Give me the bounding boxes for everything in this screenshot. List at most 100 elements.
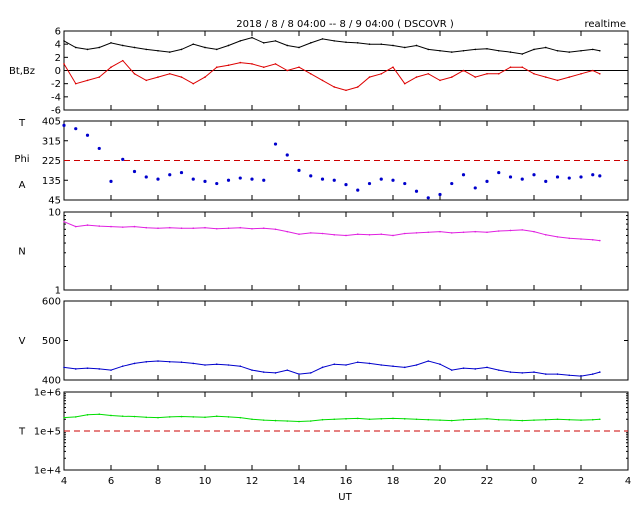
data-point: [414, 189, 419, 193]
series-line: [63, 59, 601, 91]
y-axis-label: A: [19, 180, 26, 191]
data-point: [403, 46, 406, 49]
data-point: [145, 226, 148, 229]
data-point: [439, 363, 441, 366]
data-point: [533, 371, 535, 373]
data-point: [544, 76, 547, 78]
data-point: [273, 142, 278, 146]
data-point: [368, 43, 371, 45]
data-point: [321, 366, 324, 369]
data-point: [121, 157, 125, 162]
data-point: [63, 220, 65, 223]
data-point: [497, 230, 500, 232]
data-point: [227, 227, 230, 229]
data-point: [368, 76, 371, 78]
data-point: [274, 40, 277, 42]
data-point: [556, 79, 559, 82]
data-point: [157, 227, 159, 229]
data-point: [450, 369, 453, 371]
data-point: [450, 419, 453, 422]
data-point: [86, 414, 89, 416]
y-tick-label: 225: [42, 156, 61, 167]
data-point: [180, 76, 183, 78]
x-tick-label: 12: [246, 476, 259, 487]
data-point: [204, 226, 206, 229]
x-tick-label: 10: [199, 476, 212, 487]
data-point: [556, 49, 559, 52]
data-point: [438, 192, 442, 197]
data-point: [262, 66, 265, 69]
series-line: [63, 413, 600, 423]
series-phi: [62, 123, 602, 200]
data-point: [133, 415, 136, 418]
data-point: [156, 177, 160, 181]
data-point: [110, 369, 112, 371]
data-point: [309, 42, 312, 44]
data-point: [579, 175, 583, 179]
y-tick-label: 1e+6: [34, 388, 61, 399]
y-axis-label: N: [18, 247, 25, 258]
data-point: [556, 373, 559, 375]
data-point: [462, 69, 465, 72]
data-point: [239, 226, 242, 229]
data-point: [474, 230, 477, 233]
data-point: [403, 232, 406, 235]
data-point: [145, 48, 148, 51]
panel-magnetic-field: 6 4 2 0 -2 -4 -6 Bt,Bz: [9, 27, 629, 117]
data-point: [380, 43, 383, 45]
data-point: [110, 42, 112, 44]
data-point: [74, 368, 77, 370]
data-point: [262, 371, 265, 373]
x-tick-label: 6: [108, 476, 114, 487]
data-point: [509, 371, 512, 373]
data-point: [98, 46, 101, 49]
data-point: [392, 234, 394, 237]
data-point: [533, 419, 535, 421]
y-axis-label: Phi: [14, 154, 29, 165]
data-point: [598, 174, 602, 178]
data-point: [599, 49, 601, 52]
data-point: [591, 373, 594, 375]
data-point: [380, 364, 383, 366]
data-point: [462, 49, 465, 52]
y-tick-label: 2: [55, 53, 61, 64]
data-point: [98, 413, 101, 415]
data-point: [568, 51, 571, 53]
data-point: [392, 417, 394, 420]
data-point: [474, 368, 477, 370]
data-point: [133, 72, 136, 75]
data-point: [415, 76, 418, 78]
data-point: [415, 232, 418, 234]
data-point: [462, 418, 465, 421]
data-point: [192, 416, 195, 418]
data-point: [133, 225, 136, 228]
data-point: [568, 418, 571, 421]
y-axis-label: T: [18, 427, 26, 438]
data-point: [580, 375, 582, 377]
data-point: [251, 369, 253, 371]
data-point: [333, 363, 336, 366]
series-n: [63, 220, 601, 242]
data-point: [345, 41, 347, 43]
data-point: [568, 374, 571, 377]
data-point: [580, 238, 582, 240]
data-point: [391, 178, 395, 182]
data-point: [356, 42, 359, 44]
x-tick-label: 4: [61, 476, 67, 487]
data-point: [568, 237, 571, 240]
data-point: [333, 40, 336, 42]
data-point: [215, 66, 218, 69]
realtime-label: realtime: [584, 19, 626, 30]
data-point: [367, 181, 372, 186]
y-tick-label: 135: [42, 176, 61, 187]
y-tick-label: 10: [48, 208, 61, 219]
data-point: [227, 64, 230, 67]
data-point: [427, 360, 430, 362]
data-point: [262, 419, 265, 421]
data-point: [180, 227, 183, 229]
y-tick-label: 45: [48, 196, 61, 207]
data-point: [415, 364, 418, 366]
x-tick-label: 2: [578, 476, 584, 487]
y-tick-label: 315: [42, 136, 61, 147]
series-v: [63, 360, 601, 377]
